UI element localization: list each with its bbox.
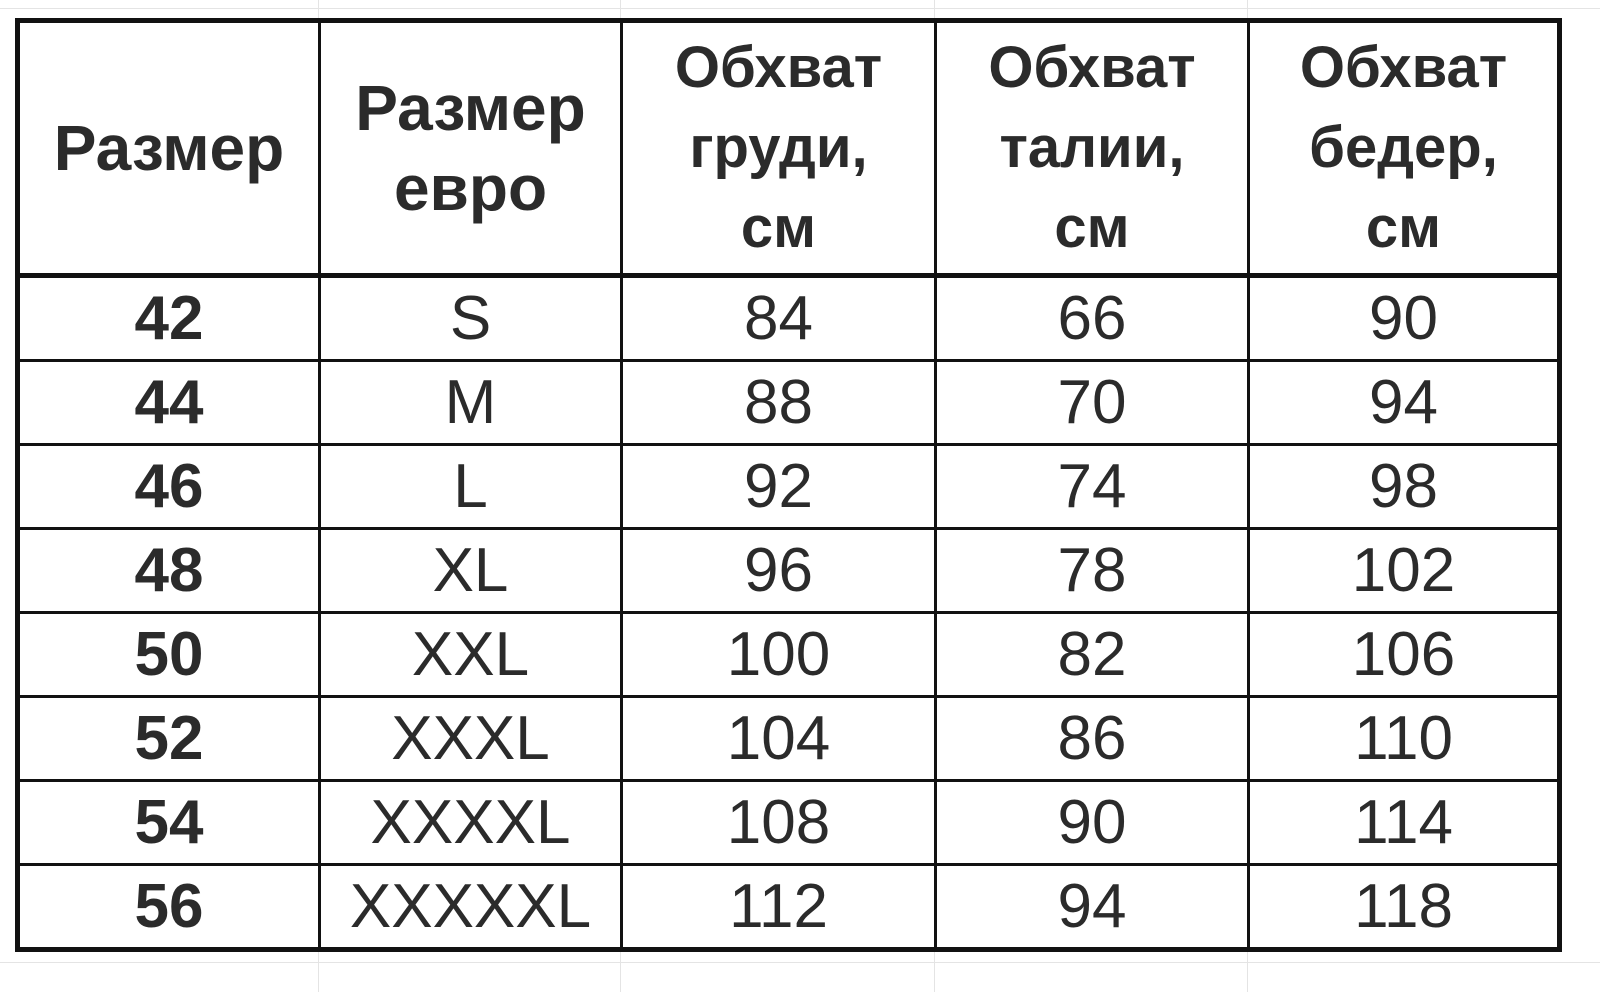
cell-hips: 114: [1247, 779, 1561, 866]
cell-hips: 94: [1247, 359, 1561, 446]
header-line: Обхват: [1299, 35, 1508, 100]
cell-hips: 98: [1247, 443, 1561, 530]
cell-hips: 110: [1247, 695, 1561, 782]
cell-waist: 70: [934, 359, 1250, 446]
table-row: 46 L 92 74 98: [16, 443, 1561, 530]
cell-euro-size: XXL: [318, 611, 623, 698]
cell-euro-size: XL: [318, 527, 623, 614]
cell-chest: 96: [620, 527, 937, 614]
cell-waist: 78: [934, 527, 1250, 614]
header-line: бедер,: [1309, 115, 1498, 180]
cell-waist: 86: [934, 695, 1250, 782]
table-row: 50 XXL 100 82 106: [16, 611, 1561, 698]
spreadsheet-gridline: [0, 8, 1600, 9]
cell-euro-size: M: [318, 359, 623, 446]
cell-chest: 100: [620, 611, 937, 698]
spreadsheet-gridline: [0, 962, 1600, 963]
cell-euro-size: XXXXXL: [318, 863, 623, 951]
cell-size: 56: [16, 863, 321, 951]
table-row: 54 XXXXL 108 90 114: [16, 779, 1561, 866]
table-row: 52 XXXL 104 86 110: [16, 695, 1561, 782]
table-row: 42 S 84 66 90: [16, 274, 1561, 362]
cell-euro-size: XXXXL: [318, 779, 623, 866]
header-line: Размер: [355, 72, 586, 144]
header-waist: Обхват талии, см: [934, 19, 1250, 278]
cell-hips: 118: [1247, 863, 1561, 951]
table-row: 56 XXXXXL 112 94 118: [16, 863, 1561, 951]
cell-size: 46: [16, 443, 321, 530]
cell-euro-size: S: [318, 274, 623, 362]
size-chart-table: Размер Размер евро Обхват груди, см Обхват т…: [15, 18, 1562, 952]
table-row: 48 XL 96 78 102: [16, 527, 1561, 614]
cell-waist: 66: [934, 274, 1250, 362]
cell-euro-size: XXXL: [318, 695, 623, 782]
cell-chest: 112: [620, 863, 937, 951]
cell-size: 54: [16, 779, 321, 866]
header-size: Размер: [16, 19, 321, 278]
cell-hips: 102: [1247, 527, 1561, 614]
cell-chest: 104: [620, 695, 937, 782]
header-line: см: [1365, 195, 1442, 260]
header-line: Обхват: [674, 35, 883, 100]
cell-size: 44: [16, 359, 321, 446]
header-hips: Обхват бедер, см: [1247, 19, 1561, 278]
cell-hips: 106: [1247, 611, 1561, 698]
cell-waist: 90: [934, 779, 1250, 866]
cell-waist: 82: [934, 611, 1250, 698]
cell-size: 42: [16, 274, 321, 362]
cell-size: 50: [16, 611, 321, 698]
cell-waist: 74: [934, 443, 1250, 530]
cell-chest: 92: [620, 443, 937, 530]
header-row: Размер Размер евро Обхват груди, см Обхват т…: [16, 19, 1561, 278]
cell-size: 52: [16, 695, 321, 782]
cell-chest: 84: [620, 274, 937, 362]
header-euro-size: Размер евро: [318, 19, 623, 278]
cell-chest: 108: [620, 779, 937, 866]
table-row: 44 M 88 70 94: [16, 359, 1561, 446]
header-line: талии,: [999, 115, 1185, 180]
cell-chest: 88: [620, 359, 937, 446]
header-line: Размер: [53, 112, 285, 184]
header-line: груди,: [689, 115, 868, 180]
cell-size: 48: [16, 527, 321, 614]
cell-euro-size: L: [318, 443, 623, 530]
header-chest: Обхват груди, см: [620, 19, 937, 278]
header-line: Обхват: [988, 35, 1196, 100]
header-line: евро: [393, 152, 548, 224]
header-line: см: [740, 195, 817, 260]
cell-hips: 90: [1247, 274, 1561, 362]
cell-waist: 94: [934, 863, 1250, 951]
header-line: см: [1054, 195, 1130, 260]
